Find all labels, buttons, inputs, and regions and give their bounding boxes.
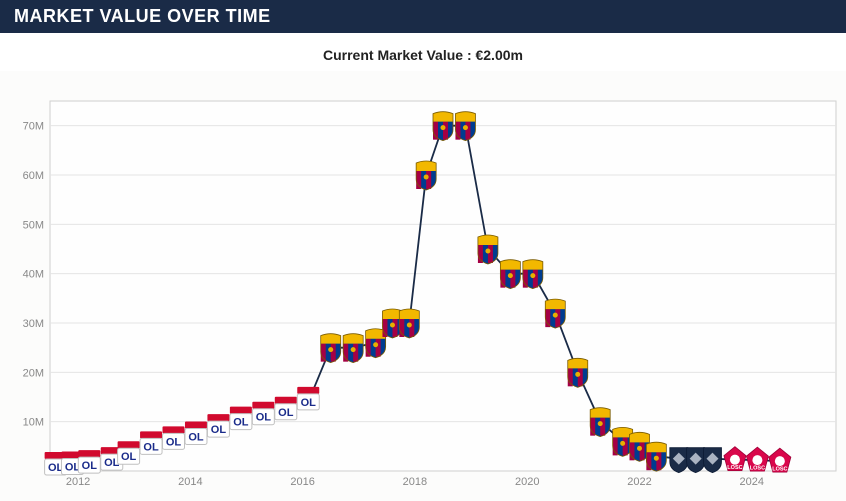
data-point[interactable] [545, 299, 565, 328]
svg-text:OL: OL [211, 424, 227, 436]
data-point[interactable]: OL [252, 402, 274, 425]
svg-text:OL: OL [188, 431, 204, 443]
data-point[interactable] [343, 334, 363, 363]
data-point[interactable] [568, 358, 588, 387]
chart-container: 10M 20M 30M 40M 50M 60M 70M 2012 2014 2016 2018 202… [0, 71, 846, 501]
data-point[interactable] [321, 334, 341, 363]
data-point[interactable]: OL [275, 397, 297, 420]
market-value-chart: 10M 20M 30M 40M 50M 60M 70M 2012 2014 2016 2018 202… [0, 71, 846, 501]
data-point[interactable]: OL [140, 431, 162, 454]
svg-text:LOSC: LOSC [727, 465, 742, 471]
data-point[interactable] [687, 448, 705, 473]
svg-text:2020: 2020 [515, 476, 539, 488]
svg-text:60M: 60M [23, 170, 44, 182]
svg-text:OL: OL [121, 451, 137, 463]
data-point[interactable] [523, 260, 543, 289]
svg-text:2022: 2022 [627, 476, 651, 488]
svg-text:50M: 50M [23, 219, 44, 231]
svg-text:20M: 20M [23, 367, 44, 379]
svg-text:30M: 30M [23, 318, 44, 330]
svg-text:LOSC: LOSC [772, 467, 787, 473]
svg-text:70M: 70M [23, 121, 44, 133]
svg-text:OL: OL [301, 397, 317, 409]
svg-text:40M: 40M [23, 269, 44, 281]
svg-text:OL: OL [233, 417, 249, 429]
data-point[interactable] [433, 112, 453, 141]
svg-text:2016: 2016 [290, 476, 314, 488]
svg-text:2014: 2014 [178, 476, 202, 488]
data-point[interactable] [455, 112, 475, 141]
svg-text:LOSC: LOSC [750, 466, 765, 472]
data-point[interactable] [646, 442, 666, 471]
chart-header: MARKET VALUE OVER TIME [0, 0, 846, 33]
data-point[interactable]: OL [78, 450, 100, 473]
data-point[interactable] [399, 309, 419, 338]
data-point[interactable]: OL [163, 426, 185, 449]
data-point[interactable]: OL [230, 407, 252, 430]
data-point[interactable]: OL [118, 441, 140, 464]
data-point[interactable] [670, 448, 688, 473]
svg-text:OL: OL [256, 412, 272, 424]
data-point[interactable]: OL [185, 421, 207, 444]
svg-text:OL: OL [143, 441, 159, 453]
svg-text:2024: 2024 [740, 476, 764, 488]
chart-title: MARKET VALUE OVER TIME [14, 6, 271, 26]
svg-text:OL: OL [82, 460, 98, 472]
data-point[interactable]: OL [297, 387, 319, 410]
data-point[interactable] [703, 448, 721, 473]
chart-subtitle: Current Market Value : €2.00m [0, 47, 846, 63]
svg-text:OL: OL [278, 407, 294, 419]
data-point[interactable] [478, 235, 498, 264]
svg-text:10M: 10M [23, 417, 44, 429]
data-point[interactable] [500, 260, 520, 289]
svg-text:OL: OL [166, 436, 182, 448]
data-point[interactable] [590, 408, 610, 437]
svg-text:2012: 2012 [66, 476, 90, 488]
data-point[interactable]: OL [207, 414, 229, 437]
svg-text:2018: 2018 [403, 476, 427, 488]
data-point[interactable] [416, 161, 436, 190]
